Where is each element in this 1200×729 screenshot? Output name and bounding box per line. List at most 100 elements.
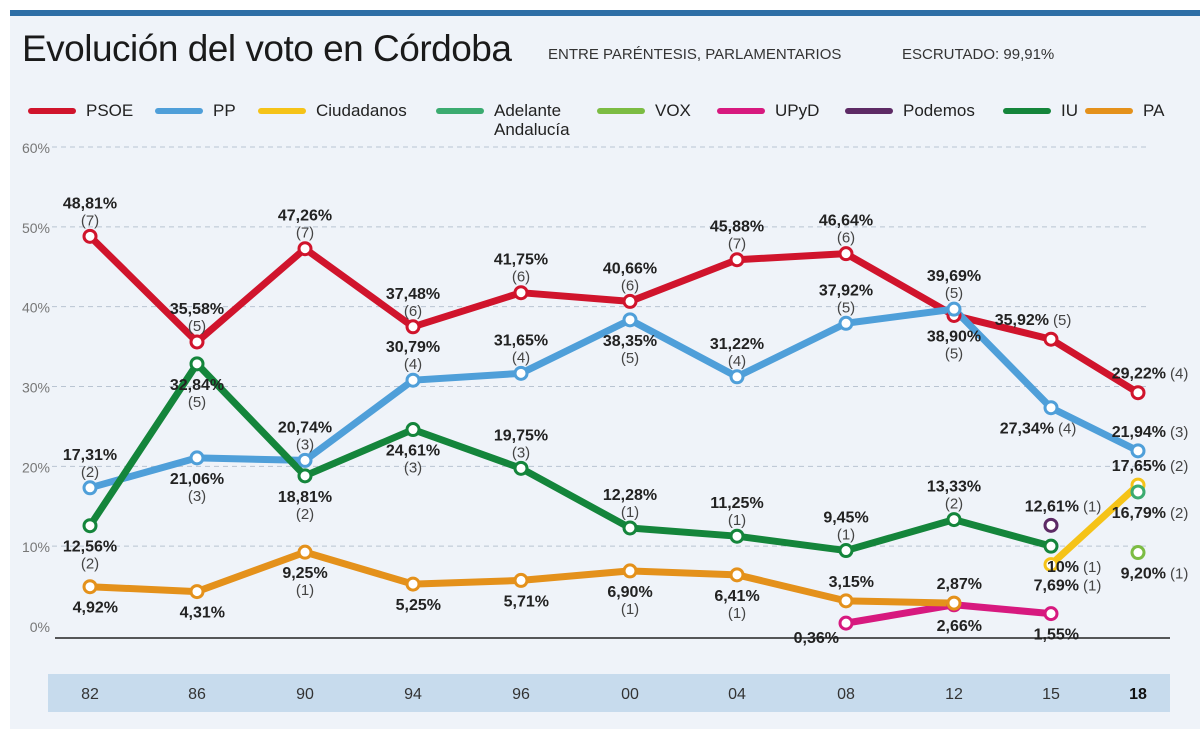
point-podemos xyxy=(1043,517,1059,533)
seat-label-iu: (1) xyxy=(837,527,855,544)
point-psoe xyxy=(1043,331,1059,347)
x-tick-label: 90 xyxy=(296,686,314,703)
seat-label-iu: (1) xyxy=(621,504,639,521)
point-iu xyxy=(838,543,854,559)
seat-label-vox: (1) xyxy=(1170,566,1188,583)
point-pp xyxy=(1130,443,1146,459)
chart-title: Evolución del voto en Córdoba xyxy=(22,28,512,69)
data-label-pp: 31,65% xyxy=(494,332,548,349)
data-label-pa: 4,31% xyxy=(180,605,225,622)
seat-label-pp: (4) xyxy=(404,356,422,373)
x-tick-label: 86 xyxy=(188,686,206,703)
point-iu xyxy=(1043,538,1059,554)
point-pp xyxy=(297,452,313,468)
x-tick-label: 94 xyxy=(404,686,422,703)
legend-swatch xyxy=(1003,108,1051,114)
seat-label-psoe: (6) xyxy=(837,230,855,247)
seat-label-psoe: (6) xyxy=(404,303,422,320)
y-tick-label: 0% xyxy=(30,619,50,635)
point-pa xyxy=(189,584,205,600)
point-pa xyxy=(513,572,529,588)
data-label-iu: 19,75% xyxy=(494,427,548,444)
legend-label: VOX xyxy=(655,101,691,120)
seat-label-pp: (4) xyxy=(512,349,530,366)
point-psoe xyxy=(297,241,313,257)
legend-swatch xyxy=(258,108,306,114)
legend-label: UPyD xyxy=(775,101,820,120)
data-label-pa: 5,71% xyxy=(504,593,549,610)
point-pa xyxy=(405,576,421,592)
legend-label: PSOE xyxy=(86,101,134,120)
seat-label-psoe: (6) xyxy=(621,277,639,294)
line-iu xyxy=(87,360,1052,555)
data-label-iu: 12,28% xyxy=(603,487,657,504)
point-psoe xyxy=(729,252,745,268)
point-pp xyxy=(513,365,529,381)
data-label-psoe: 47,26% xyxy=(278,208,332,225)
point-pa xyxy=(82,579,98,595)
legend-label: PA xyxy=(1143,101,1165,120)
data-label-iu: 13,33% xyxy=(927,479,981,496)
legend-item-psoe: PSOE xyxy=(28,101,133,121)
top-bar xyxy=(10,10,1200,16)
point-pp xyxy=(189,450,205,466)
point-pp xyxy=(405,372,421,388)
data-label-iu: 9,45% xyxy=(823,510,868,527)
y-tick-label: 40% xyxy=(22,300,50,316)
x-tick-label: 82 xyxy=(81,686,99,703)
data-label-pp: 21,94% xyxy=(1112,424,1166,441)
seat-label-pp: (4) xyxy=(1058,421,1076,438)
data-label-iu: 10% xyxy=(1047,559,1079,576)
seat-label-adelante-andalucía: (2) xyxy=(1170,505,1188,522)
point-psoe xyxy=(82,228,98,244)
point-iu xyxy=(297,468,313,484)
x-tick-label: 18 xyxy=(1129,686,1147,703)
seat-label-pa: (1) xyxy=(728,605,746,622)
data-label-pp: 17,31% xyxy=(63,447,117,464)
seat-label-iu: (5) xyxy=(188,394,206,411)
line-ciudadanos xyxy=(1048,482,1141,568)
seat-label-psoe: (7) xyxy=(81,212,99,229)
data-label-iu: 12,56% xyxy=(63,539,117,556)
seat-label-pp: (2) xyxy=(81,464,99,481)
legend-item-pa: PA xyxy=(1085,101,1164,121)
point-psoe xyxy=(622,293,638,309)
data-label-pp: 39,69% xyxy=(927,268,981,285)
data-label-pp: 27,34% xyxy=(1000,421,1054,438)
x-tick-label: 04 xyxy=(728,686,746,703)
point-iu xyxy=(82,518,98,534)
data-labels: 48,81%(7)35,58%(5)47,26%(7)37,48%(6)41,7… xyxy=(63,195,1188,647)
legend-label: IU xyxy=(1061,101,1078,120)
point-pp xyxy=(622,312,638,328)
point-psoe xyxy=(405,319,421,335)
legend-swatch xyxy=(155,108,203,114)
legend-swatch xyxy=(28,108,76,114)
y-tick-label: 20% xyxy=(22,459,50,475)
point-psoe xyxy=(513,285,529,301)
point-pa xyxy=(838,593,854,609)
point-pp xyxy=(838,315,854,331)
point-iu xyxy=(405,422,421,438)
data-label-psoe: 45,88% xyxy=(710,219,764,236)
seat-label-pp: (3) xyxy=(188,488,206,505)
data-label-psoe: 40,66% xyxy=(603,260,657,277)
data-label-psoe: 35,58% xyxy=(170,301,224,318)
data-label-pp: 38,35% xyxy=(603,333,657,350)
seat-label-iu: (2) xyxy=(81,556,99,573)
legend-item-pp: PP xyxy=(155,101,236,121)
data-label-pp: 30,79% xyxy=(386,339,440,356)
seat-label-psoe: (7) xyxy=(296,225,314,242)
x-tick-label: 96 xyxy=(512,686,530,703)
seat-label-iu: (3) xyxy=(404,460,422,477)
point-psoe xyxy=(189,334,205,350)
point-ciudadanos xyxy=(1043,557,1059,573)
seat-label-pp: (3) xyxy=(1170,424,1188,441)
seat-label-pp: (5) xyxy=(837,299,855,316)
data-label-pa: 2,87% xyxy=(937,576,982,593)
data-label-psoe: 29,22% xyxy=(1112,366,1166,383)
point-pa xyxy=(622,563,638,579)
point-psoe xyxy=(838,246,854,262)
point-pa xyxy=(729,567,745,583)
